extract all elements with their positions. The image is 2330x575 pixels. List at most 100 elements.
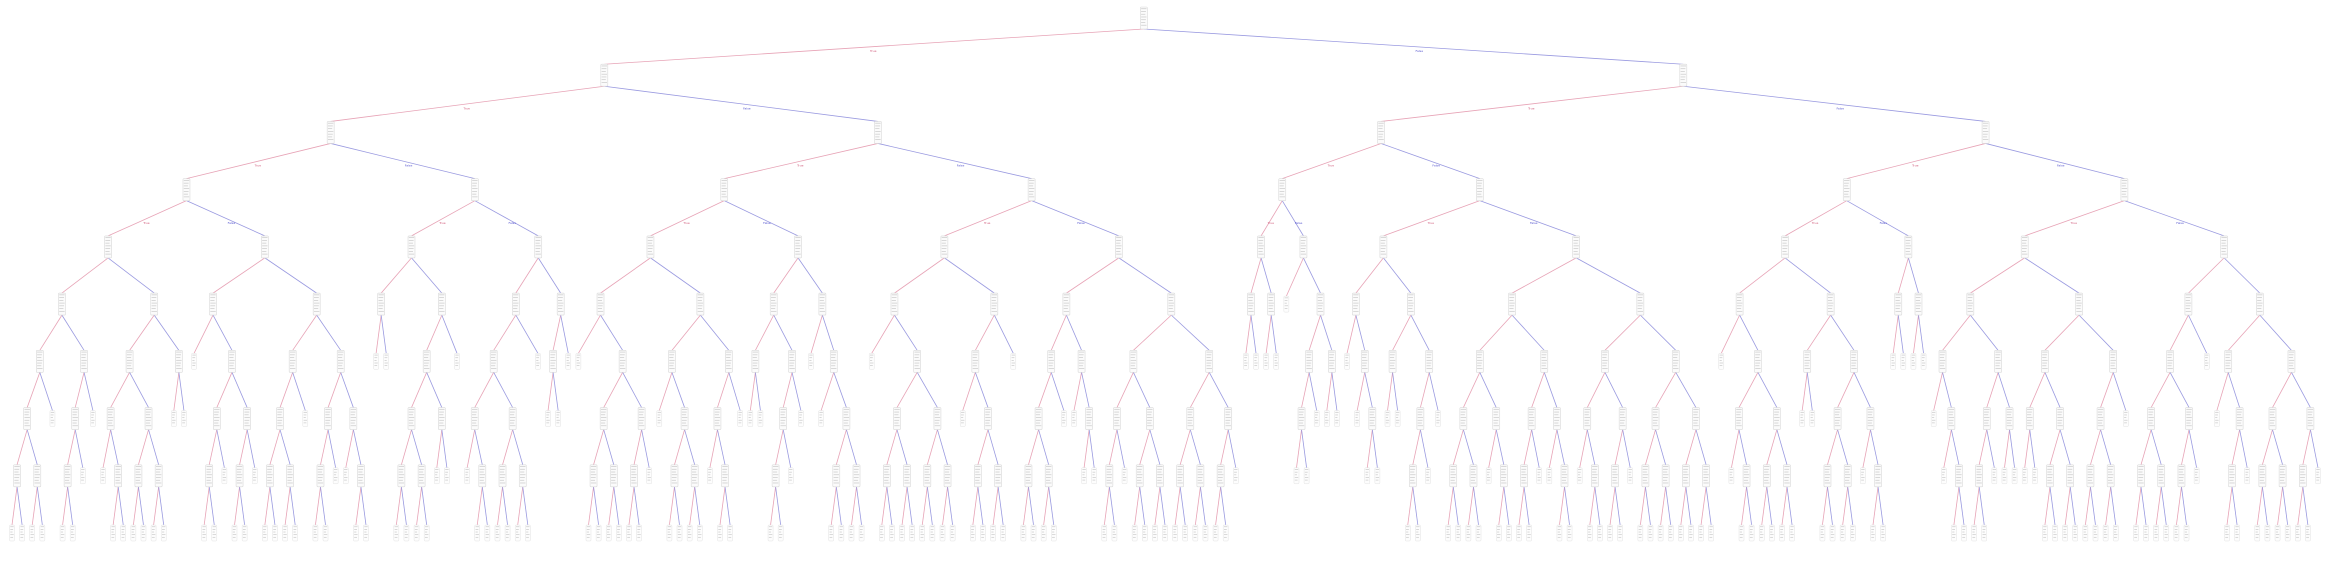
node-text-line [789, 479, 792, 481]
node-text-line [697, 305, 703, 307]
node-text-line [1284, 308, 1288, 309]
node-text-line [1385, 419, 1390, 421]
node-text-line [394, 534, 399, 536]
node-text-line [669, 357, 674, 358]
node-text-line [60, 531, 64, 533]
node-text-line [780, 414, 785, 416]
node-text-line [1743, 482, 1750, 484]
true-branch-edge [1265, 315, 1272, 354]
node-box [2287, 350, 2296, 373]
node-text-line [1254, 354, 1258, 356]
false-branch-edge [2024, 257, 2080, 294]
node-text-line [1426, 479, 1430, 481]
node-text-line [799, 411, 803, 413]
node-text-line [1197, 468, 1203, 470]
decision-node [1044, 464, 1053, 488]
node-text-line [2167, 357, 2172, 358]
node-text-line [780, 411, 786, 413]
node-text-line [378, 305, 384, 307]
decision-node [36, 350, 44, 373]
node-box [725, 350, 733, 373]
node-text-line [236, 482, 243, 484]
true-branch-edge [2135, 486, 2142, 526]
node-text-line [1284, 305, 1289, 307]
node-box [1667, 524, 1674, 542]
node-text-line [374, 365, 378, 366]
false-branch-edge [944, 257, 995, 294]
node-text-line [691, 482, 698, 484]
node-box [2228, 464, 2236, 488]
node-text-line [1486, 474, 1490, 476]
decision-node [1679, 63, 1688, 87]
node-text-line [950, 529, 954, 530]
node-text-line [1642, 482, 1649, 484]
node-text-line [1362, 354, 1367, 356]
node-text-line [669, 368, 675, 369]
node-text-line [1300, 248, 1306, 249]
node-text-line [924, 466, 931, 467]
node-text-line [1891, 360, 1894, 361]
node-box [228, 350, 236, 373]
node-text-line [2110, 354, 2116, 356]
node-text-line [1895, 297, 1901, 298]
node-text-line [1092, 469, 1096, 470]
leaf-node [69, 524, 76, 542]
node-text-line [222, 479, 226, 481]
decision-node [71, 407, 80, 430]
leaf-node [2224, 524, 2230, 542]
node-text-line [1680, 71, 1685, 72]
node-text-line [1385, 422, 1389, 424]
decision-node [2287, 350, 2296, 373]
node-text-line [1784, 471, 1789, 473]
node-text-line [1086, 425, 1092, 427]
true-branch-edge [107, 200, 187, 237]
node-box [883, 464, 891, 488]
node-box [2109, 350, 2117, 373]
true-branch-edge [497, 486, 503, 526]
node-text-line [1976, 482, 1982, 484]
node-box [1880, 524, 1886, 542]
node-text-line [991, 526, 995, 528]
node-text-line [1824, 466, 1831, 467]
node-text-line [869, 365, 873, 366]
node-text-line [1446, 534, 1450, 536]
node-text-line [1982, 136, 1988, 138]
node-text-line [1895, 302, 1901, 304]
node-text-line [1116, 245, 1122, 247]
node-text-line [2021, 242, 2027, 244]
decision-node [1850, 350, 1858, 373]
node-text-line [752, 365, 757, 367]
node-text-line [975, 482, 981, 484]
node-text-line [1588, 536, 1591, 538]
leaf-node [1253, 353, 1259, 370]
node-text-line [1417, 408, 1424, 410]
node-text-line [1881, 536, 1885, 538]
node-text-line [2184, 526, 2189, 528]
node-text-line [358, 474, 364, 476]
node-text-line [1035, 422, 1041, 424]
leaf-node [2112, 524, 2119, 542]
leaf-node [1678, 524, 1684, 542]
node-text-line [1871, 529, 1875, 530]
leaf-node [1222, 524, 1229, 542]
node-text-line [1984, 422, 1989, 424]
node-text-line [2006, 408, 2013, 410]
node-text-line [273, 526, 277, 528]
true-branch-edge [709, 429, 718, 468]
node-text-line [1025, 466, 1032, 467]
false-branch-edge [877, 143, 1032, 180]
node-text-line [714, 408, 721, 410]
node-text-line [293, 531, 296, 533]
false-branch-edge [186, 200, 266, 237]
node-text-line [1450, 474, 1456, 476]
node-text-line [1729, 471, 1733, 473]
node-text-line [2021, 248, 2027, 249]
true-branch-edge [2029, 372, 2046, 408]
node-box [1546, 467, 1553, 485]
node-box [182, 178, 191, 201]
node-text-line [2164, 531, 2167, 533]
false-branch-edge [1757, 372, 1778, 408]
node-text-line [1827, 302, 1834, 304]
node-text-line [1642, 477, 1648, 478]
